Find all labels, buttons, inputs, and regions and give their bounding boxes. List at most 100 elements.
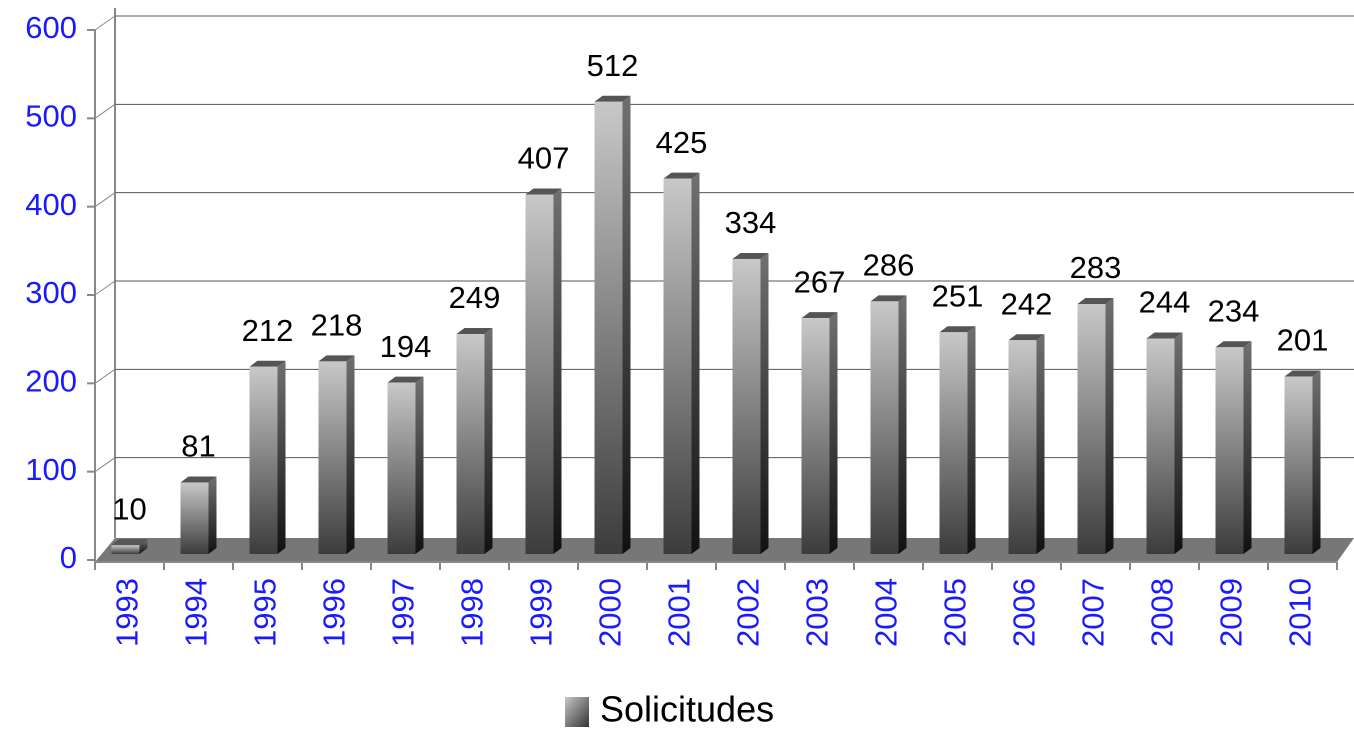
bar-side	[1036, 334, 1045, 554]
data-label: 283	[1070, 250, 1122, 285]
bar-top	[732, 252, 769, 259]
bar-side	[691, 172, 700, 555]
bar-side	[484, 328, 493, 554]
bar-side	[1312, 370, 1321, 554]
bar-top	[249, 360, 286, 367]
bar	[387, 382, 416, 554]
bar-side	[829, 312, 838, 554]
legend-label: Solicitudes	[600, 689, 774, 730]
bar-top	[180, 476, 217, 483]
bar	[111, 545, 140, 554]
x-tick-label: 2003	[800, 578, 835, 647]
bar-top	[939, 326, 976, 333]
bar-top	[1146, 332, 1183, 339]
x-tick-label: 2000	[593, 578, 628, 647]
x-tick-label: 2007	[1076, 578, 1111, 647]
bar-side	[898, 295, 907, 554]
grid-diag	[94, 457, 116, 473]
y-tick-label: 600	[25, 10, 77, 45]
data-label: 212	[242, 313, 294, 348]
x-tick-label: 2010	[1283, 578, 1318, 647]
data-label: 512	[587, 48, 639, 83]
bar-side	[1243, 341, 1252, 554]
bar-top	[1008, 334, 1045, 341]
data-label: 267	[794, 264, 846, 299]
bar-side	[622, 95, 631, 554]
bar	[1215, 347, 1244, 554]
x-tick-label: 2009	[1214, 578, 1249, 647]
data-label: 286	[863, 248, 915, 283]
y-tick-label: 100	[25, 452, 77, 487]
bar-top	[525, 188, 562, 195]
bar-top	[318, 355, 355, 362]
bar	[594, 101, 623, 554]
bar-side	[553, 188, 562, 554]
x-tick-label: 1996	[317, 578, 352, 647]
x-tick-label: 2006	[1007, 578, 1042, 647]
bar-side	[415, 376, 424, 554]
bar	[870, 301, 899, 554]
data-label: 242	[1001, 286, 1053, 321]
data-label: 251	[932, 278, 984, 313]
data-label: 194	[380, 329, 432, 364]
bar-top	[1215, 341, 1252, 348]
bar-top	[801, 312, 838, 319]
data-label: 81	[181, 429, 215, 464]
bar	[1284, 376, 1313, 554]
data-label: 218	[311, 308, 363, 343]
y-tick-label: 500	[25, 99, 77, 134]
x-tick-label: 2008	[1145, 578, 1180, 647]
data-label: 407	[518, 141, 570, 176]
data-label: 244	[1139, 285, 1191, 320]
x-tick-label: 1999	[524, 578, 559, 647]
bar-top	[387, 376, 424, 383]
x-tick-label: 2004	[869, 578, 904, 647]
bar	[732, 258, 761, 554]
bar	[1077, 304, 1106, 554]
x-tick-label: 1997	[386, 578, 421, 647]
x-tick-label: 1994	[179, 578, 214, 647]
bar	[525, 194, 554, 554]
x-tick-label: 2005	[938, 578, 973, 647]
bar-side	[208, 476, 217, 554]
bar-side	[346, 355, 355, 554]
grid-diag	[94, 368, 116, 384]
legend-swatch	[565, 697, 589, 727]
data-label: 201	[1277, 323, 1329, 358]
grid-diag	[94, 15, 116, 31]
bar-side	[760, 252, 769, 554]
bar-side	[967, 326, 976, 554]
bar	[318, 361, 347, 554]
x-tick-label: 2001	[662, 578, 697, 647]
y-tick-label: 400	[25, 187, 77, 222]
data-label: 234	[1208, 293, 1260, 328]
bar	[939, 332, 968, 554]
bar	[663, 178, 692, 555]
x-tick-label: 1993	[110, 578, 145, 647]
bar-side	[139, 539, 148, 554]
grid-diag	[94, 103, 116, 119]
bar-top	[1284, 370, 1321, 377]
bar-side	[1105, 298, 1114, 554]
bar-side	[1174, 332, 1183, 554]
data-label: 10	[112, 491, 146, 526]
data-label: 425	[656, 125, 708, 160]
y-tick-label: 300	[25, 275, 77, 310]
x-tick-label: 1998	[455, 578, 490, 647]
bar-top	[1077, 298, 1114, 305]
bar	[180, 482, 209, 554]
bar	[456, 334, 485, 554]
y-tick-label: 200	[25, 364, 77, 399]
bar-top	[663, 172, 700, 179]
data-label: 249	[449, 280, 501, 315]
grid-diag	[94, 192, 116, 208]
x-tick-label: 2002	[731, 578, 766, 647]
x-tick-label: 1995	[248, 578, 283, 647]
bar-top	[111, 539, 148, 546]
bar	[1008, 340, 1037, 554]
bar	[249, 366, 278, 554]
y-tick-label: 0	[60, 540, 77, 575]
bar-top	[870, 295, 907, 302]
grid-diag	[94, 280, 116, 296]
